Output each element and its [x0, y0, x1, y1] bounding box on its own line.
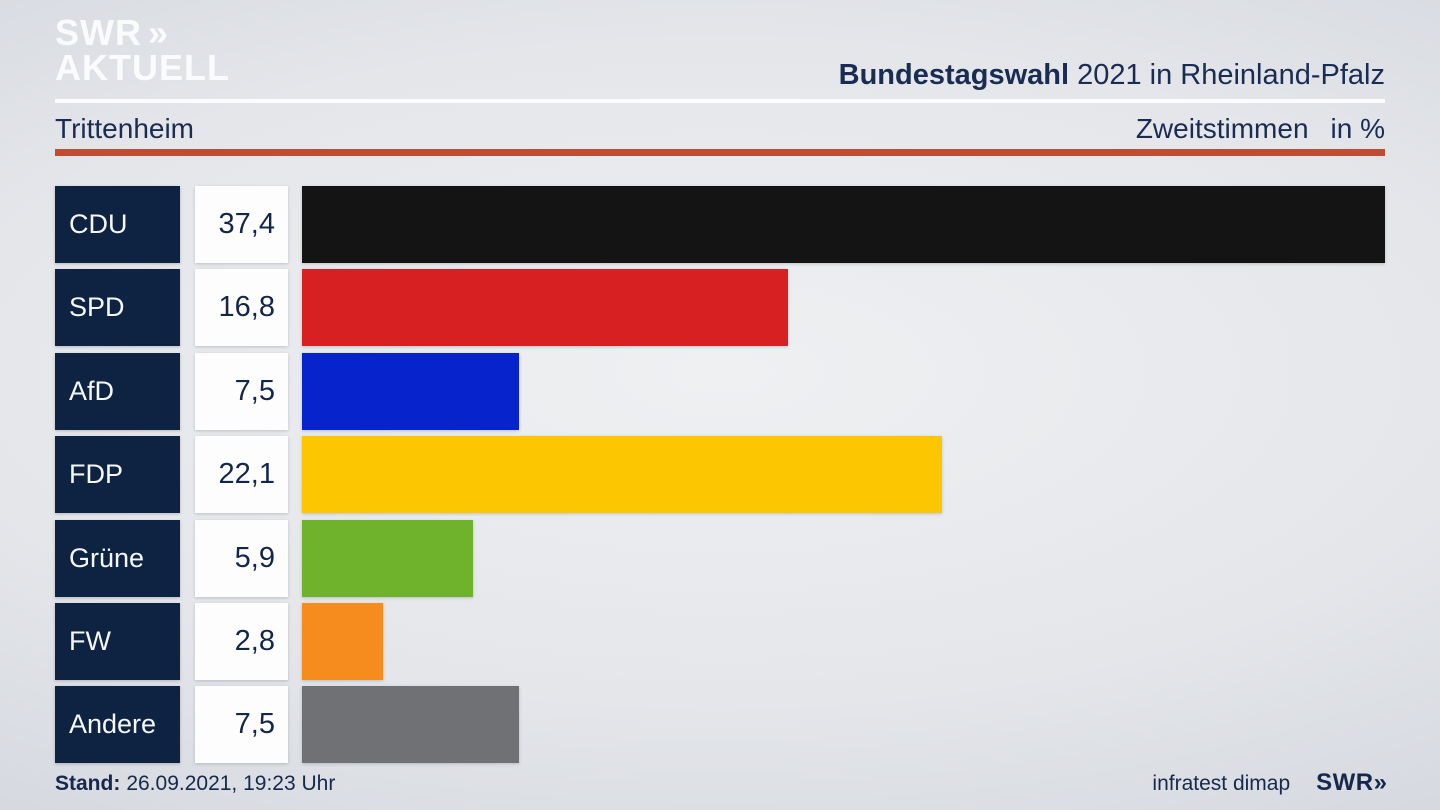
- logo-chevron-icon: »: [148, 12, 168, 53]
- source-credit: infratest dimap: [1152, 772, 1291, 795]
- logo-line-2: AKTUELL: [55, 46, 230, 88]
- party-value-box: 37,4: [195, 186, 288, 263]
- party-bar: [302, 269, 789, 347]
- brand-chevron-icon: »: [1373, 769, 1387, 796]
- credits: infratest dimap SWR»: [1152, 769, 1387, 797]
- party-value-box: 2,8: [195, 602, 288, 680]
- vote-type-text: Zweitstimmen: [1135, 113, 1309, 144]
- logo-line-1: SWR»: [55, 15, 230, 51]
- party-value-box: 7,5: [195, 686, 288, 764]
- party-row-spd: SPD 16,8: [55, 269, 1385, 347]
- party-row-fdp: FDP 22,1: [55, 436, 1385, 514]
- party-name-box: SPD: [55, 269, 180, 347]
- party-name-box: Grüne: [55, 519, 180, 597]
- party-row-andere: Andere 7,5: [55, 686, 1385, 764]
- party-row-fw: FW 2,8: [55, 602, 1385, 680]
- swr-brand-mark: SWR»: [1316, 769, 1387, 797]
- red-divider: [55, 149, 1385, 156]
- party-bar: [302, 602, 384, 680]
- stand-label: Stand:: [55, 772, 121, 795]
- title-bold: Bundestagswahl: [838, 59, 1070, 91]
- page-title: Bundestagswahl 2021 in Rheinland-Pfalz: [839, 59, 1385, 92]
- title-rest: 2021 in Rheinland-Pfalz: [1077, 59, 1385, 91]
- party-name-box: FW: [55, 602, 180, 680]
- party-name-box: Andere: [55, 686, 180, 764]
- party-bar: [302, 352, 520, 430]
- party-bar: [302, 186, 1385, 263]
- brand-text: SWR: [1316, 769, 1374, 796]
- party-name-box: FDP: [55, 436, 180, 514]
- party-name-box: AfD: [55, 352, 180, 430]
- party-value-box: 16,8: [195, 269, 288, 347]
- stand-value: 26.09.2021, 19:23 Uhr: [126, 772, 336, 795]
- header-divider: [55, 99, 1385, 103]
- party-value-box: 7,5: [195, 352, 288, 430]
- vote-type-label: Zweitstimmen in %: [1136, 113, 1385, 145]
- party-name-box: CDU: [55, 186, 180, 263]
- logo-swr-text: SWR: [55, 12, 142, 53]
- party-row-cdu: CDU 37,4: [55, 186, 1385, 263]
- bar-chart: CDU 37,4 SPD 16,8 AfD 7,5 FDP 22,1 Grüne 5,9 FW 2,8…: [55, 186, 1385, 770]
- party-bar: [302, 686, 520, 764]
- unit-label: in %: [1330, 113, 1385, 144]
- party-value-box: 5,9: [195, 519, 288, 597]
- party-bar: [302, 436, 942, 514]
- party-bar: [302, 519, 473, 597]
- stand-timestamp: Stand: 26.09.2021, 19:23 Uhr: [55, 772, 335, 796]
- party-row-grne: Grüne 5,9: [55, 519, 1385, 597]
- subheader: Trittenheim Zweitstimmen in %: [55, 113, 1385, 145]
- party-row-afd: AfD 7,5: [55, 352, 1385, 430]
- party-value-box: 22,1: [195, 436, 288, 514]
- swr-aktuell-logo: SWR» AKTUELL: [55, 15, 230, 88]
- municipality-label: Trittenheim: [55, 113, 195, 144]
